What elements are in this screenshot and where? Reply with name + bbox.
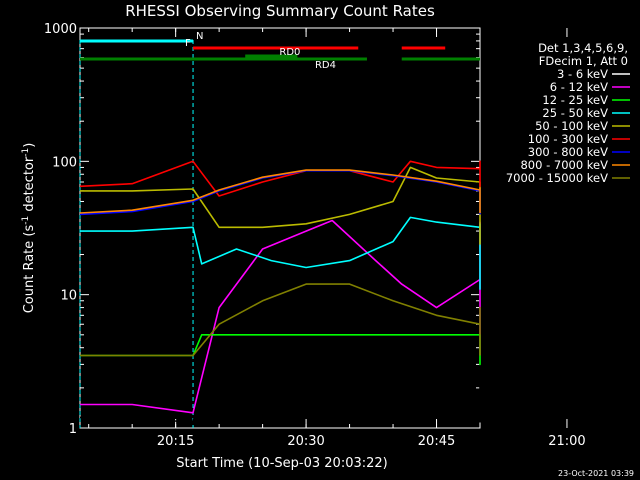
series-line-25-50-kev — [80, 216, 481, 290]
series-line-100-300-kev — [79, 160, 481, 197]
y-axis-label: Count Rate (s-1 detector-1) — [21, 143, 37, 314]
legend-entry-100-300-kev: 100 - 300 keV — [528, 132, 608, 146]
series-line-6-12-kev — [80, 219, 481, 414]
y-tick-label: 100 — [52, 155, 77, 170]
legend-entry-7000-15000-kev: 7000 - 15000 keV — [506, 171, 608, 185]
y-label-suffix: ) — [22, 143, 37, 148]
bar-n-label: N — [196, 31, 203, 42]
legend-entry-50-100-kev: 50 - 100 keV — [535, 119, 608, 133]
legend: Det 1,3,4,5,6,9, FDecim 1, Att 0 3 - 6 k… — [506, 41, 630, 185]
x-axis-label: Start Time (10-Sep-03 20:03:22) — [176, 456, 387, 471]
y-label-sup: -1 — [21, 216, 31, 225]
y-axis: 1 10 100 1000 — [44, 22, 480, 437]
legend-entry-6-12-kev: 6 - 12 keV — [550, 80, 608, 94]
bar-f-label: F — [185, 38, 191, 49]
series-line-800-7000-kev — [79, 169, 481, 214]
x-tick-label: 20:15 — [157, 434, 194, 449]
legend-entry-12-25-kev: 12 - 25 keV — [542, 93, 608, 107]
bar-rd4-label: RD4 — [315, 60, 336, 71]
footer-timestamp: 23-Oct-2021 03:39 — [558, 469, 634, 478]
series-group — [79, 160, 481, 424]
series-line-12-25-kev — [80, 333, 481, 366]
legend-entry-3-6-kev: 3 - 6 keV — [557, 67, 608, 81]
y-label-mid: detector — [22, 156, 37, 216]
y-tick-label: 10 — [60, 289, 77, 304]
y-label-prefix: Count Rate (s — [22, 225, 37, 314]
bar-rd0-label: RD0 — [279, 47, 300, 58]
legend-entry-800-7000-kev: 800 - 7000 keV — [520, 158, 608, 172]
x-tick-label: 20:45 — [418, 434, 455, 449]
y-label-sup-2: -1 — [21, 148, 31, 157]
series-line-7000-15000-kev — [80, 283, 481, 357]
y-tick-label: 1000 — [44, 22, 77, 37]
series-line-50-100-kev — [80, 166, 481, 245]
legend-entry-25-50-kev: 25 - 50 keV — [542, 106, 608, 120]
x-tick-label: 20:30 — [287, 434, 324, 449]
y-tick-label: 1 — [69, 422, 77, 437]
legend-header-1: Det 1,3,4,5,6,9, — [538, 41, 628, 55]
chart-title: RHESSI Observing Summary Count Rates — [125, 2, 435, 20]
x-tick-label: 21:00 — [548, 434, 585, 449]
annotation-bars: NF RD0 RD4 — [80, 31, 480, 71]
legend-header-2: FDecim 1, Att 0 — [539, 54, 628, 68]
legend-entry-300-800-kev: 300 - 800 keV — [528, 145, 608, 159]
plot-frame — [79, 27, 481, 429]
time-marks — [79, 40, 194, 428]
plot-border — [79, 27, 481, 429]
series-line-3-6-kev — [80, 213, 481, 424]
